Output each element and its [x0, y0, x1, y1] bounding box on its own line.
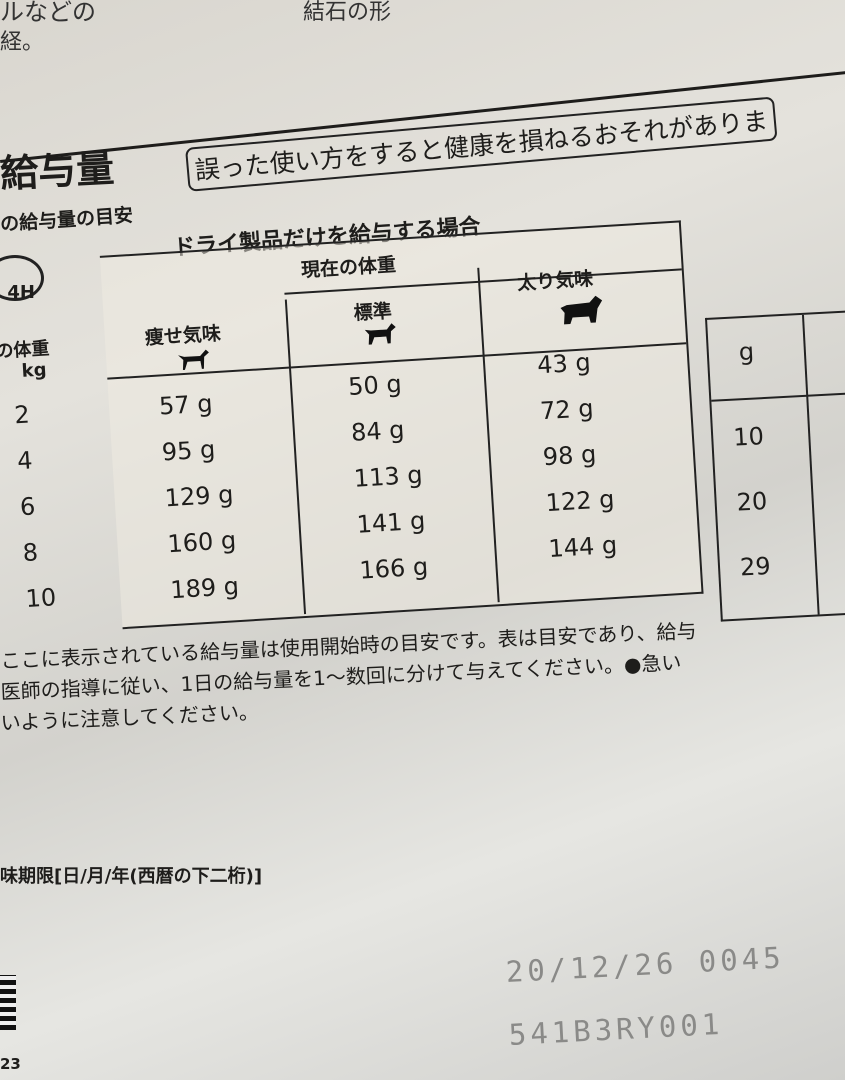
- cell-thin: 189 g: [169, 572, 240, 605]
- subtitle: の給与量の目安: [0, 204, 134, 236]
- cell-thin: 160 g: [166, 526, 237, 559]
- section-title: 給与量: [0, 146, 116, 196]
- best-before-label: 味期限[日/月/年(西暦の下二桁)]: [0, 866, 263, 887]
- right-table-value: 29: [739, 551, 772, 582]
- cell-thin: 129 g: [163, 480, 235, 513]
- cell-kg: 4: [16, 446, 34, 476]
- thin-dog-icon: [178, 349, 209, 371]
- cell-standard: 166 g: [358, 552, 429, 585]
- cell-thin: 57 g: [158, 389, 214, 421]
- corner-number: 23: [0, 1055, 21, 1073]
- partial-right-table: g 10 20 29: [705, 309, 845, 622]
- group-header: 現在の体重: [300, 253, 397, 282]
- standard-dog-icon: [364, 323, 396, 345]
- column-header-heavy: 太り気味: [516, 267, 594, 295]
- cell-heavy: 144 g: [547, 530, 618, 564]
- cell-heavy: 98 g: [542, 439, 598, 472]
- cell-kg: 8: [21, 538, 39, 568]
- column-header-thin: 痩せ気味: [144, 322, 222, 350]
- cell-kg: 2: [13, 400, 31, 430]
- top-text-fragment: 結石の形: [303, 0, 392, 25]
- row-header-unit: kg: [21, 359, 48, 382]
- top-text-fragment: 経。: [0, 30, 45, 55]
- cell-kg: 6: [19, 492, 37, 522]
- column-header-standard: 標準: [353, 300, 393, 325]
- printed-date-code: 20/12/26 0045: [505, 940, 786, 989]
- clock-icon: 4H: [0, 255, 44, 303]
- right-table-value: 10: [732, 422, 765, 452]
- cell-heavy: 43 g: [536, 348, 592, 380]
- cell-standard: 141 g: [355, 506, 427, 539]
- cell-standard: 113 g: [353, 460, 424, 493]
- cell-heavy: 72 g: [539, 394, 595, 426]
- right-table-header: g: [738, 337, 755, 367]
- barcode-fragment: [0, 975, 16, 1030]
- top-text-fragment: ルなどの: [0, 0, 96, 26]
- cell-heavy: 122 g: [544, 484, 616, 518]
- cell-thin: 95 g: [161, 435, 217, 467]
- cell-kg: 10: [24, 583, 57, 614]
- cell-standard: 84 g: [350, 415, 406, 447]
- cell-standard: 50 g: [347, 369, 403, 401]
- printed-lot-code: 541B3RY001: [508, 1006, 725, 1052]
- right-table-value: 20: [735, 487, 768, 517]
- heavy-dog-icon: [560, 295, 603, 325]
